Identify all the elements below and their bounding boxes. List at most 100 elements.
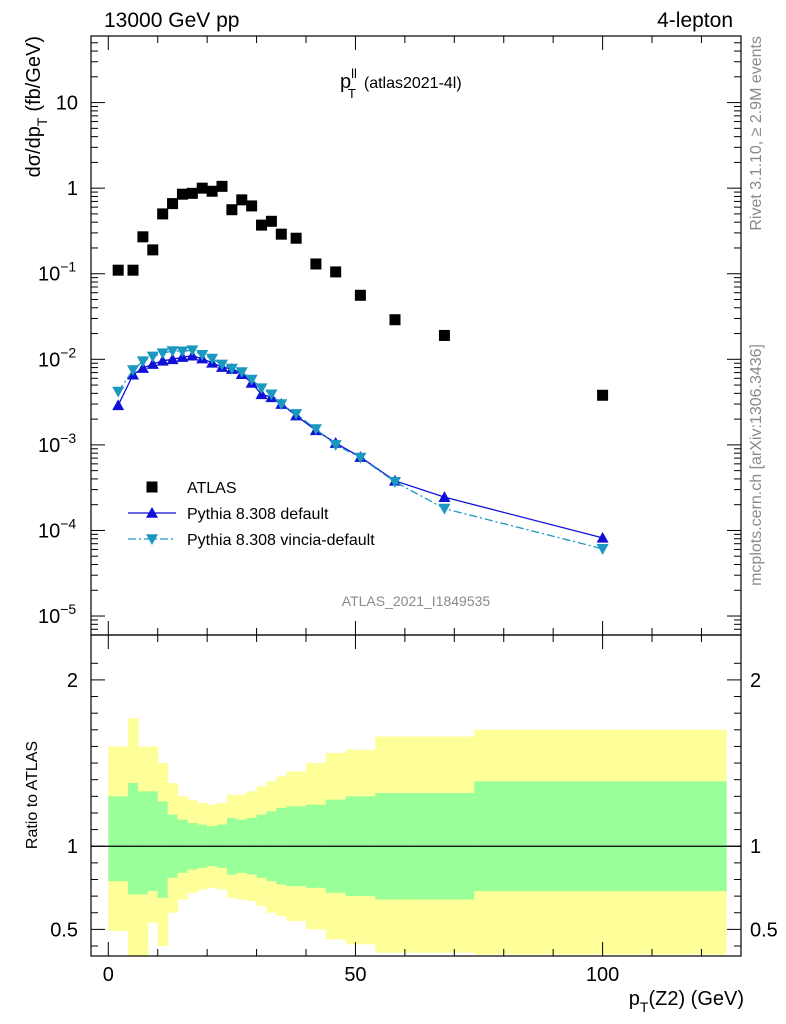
x-tick-label: 0 [103, 964, 114, 986]
ratio-bands [91, 718, 741, 956]
legend-entry: Pythia 8.308 default [128, 506, 329, 523]
x-tick-label: 50 [344, 964, 366, 986]
y-tick-label: 10−1 [38, 259, 76, 286]
data-point [309, 424, 322, 436]
data-point [176, 346, 189, 358]
ratio-panel-frame: 0 50 100 0.5 0.5 1 1 2 2 [50, 634, 778, 986]
y-tick-label: 10−3 [38, 430, 76, 457]
main-panel-frame: 10 1 10−1 10−2 10−3 10−4 10−5 [38, 35, 742, 636]
plot-title-sub: T [348, 86, 356, 101]
data-point [596, 544, 609, 555]
legend-entry: ATLAS [146, 480, 237, 497]
ratio-y-tick-label-right: 1 [750, 836, 761, 858]
data-point [156, 354, 169, 366]
ratio-y-tick-label: 0.5 [50, 919, 78, 941]
green-band-bin [157, 801, 169, 898]
data-point [196, 349, 209, 361]
y-tick-label: 10 [56, 93, 78, 115]
mcplots-label: mcplots.cern.ch [arXiv:1306.3436] [748, 344, 765, 586]
series-2 [112, 345, 609, 555]
main-y-label-sub: T [34, 117, 50, 126]
data-point [136, 362, 149, 373]
data-point [112, 264, 124, 276]
data-point [166, 353, 179, 365]
data-point [275, 399, 288, 411]
green-band-bin [474, 781, 727, 892]
legend-label: Pythia 8.308 vincia-default [187, 532, 375, 549]
data-point [166, 346, 179, 358]
ratio-y-tick-label-right: 0.5 [750, 919, 778, 941]
green-band-bin [128, 783, 139, 895]
y-tick-label: 10−4 [38, 515, 76, 542]
data-point [290, 232, 302, 244]
data-point [275, 228, 287, 240]
x-tick-label: 100 [586, 964, 619, 986]
green-band-bin [108, 796, 129, 882]
ratio-y-tick-label: 2 [67, 670, 78, 692]
legend-marker [146, 534, 158, 545]
legend-marker [146, 507, 158, 518]
data-point [156, 348, 169, 360]
data-point [186, 345, 199, 357]
main-y-axis-title: dσ/dpT (fb/GeV) [23, 36, 50, 177]
analysis-watermark: ATLAS_2021_I1849535 [342, 593, 491, 609]
plot-title: pll T (atlas2021-4l) [340, 66, 462, 101]
data-point [167, 198, 179, 210]
data-point [136, 356, 149, 368]
data-point [389, 314, 401, 326]
plot-title-tail: (atlas2021-4l) [364, 75, 462, 92]
data-point [225, 363, 238, 375]
data-point [215, 359, 228, 371]
data-point [206, 185, 218, 197]
data-point [226, 204, 238, 216]
plot-title-main: p [340, 71, 351, 93]
x-label-tail: (Z2) (GeV) [648, 988, 744, 1010]
y-tick-label: 10−2 [38, 344, 76, 371]
green-band-bin [137, 791, 149, 895]
data-point [265, 215, 277, 227]
data-point [176, 188, 188, 200]
legend: ATLAS Pythia 8.308 default Pythia 8.308 vi… [128, 480, 375, 549]
data-point [157, 208, 169, 220]
data-point [438, 329, 450, 341]
data-point [265, 389, 278, 401]
legend-marker [146, 481, 158, 493]
data-point [137, 231, 149, 243]
data-point [290, 409, 303, 420]
data-point [146, 358, 159, 369]
legend-label: Pythia 8.308 default [187, 506, 329, 523]
data-point [236, 194, 248, 206]
y-tick-label: 10−5 [38, 601, 76, 628]
data-point [196, 182, 208, 194]
data-point [112, 399, 125, 411]
main-y-label-unit: (fb/GeV) [23, 36, 45, 112]
rivet-label: Rivet 3.1.10, ≥ 2.9M events [748, 36, 765, 231]
main-y-label: dσ/dp [23, 126, 45, 177]
data-point [438, 491, 451, 502]
legend-label: ATLAS [187, 480, 237, 497]
data-point [255, 383, 268, 395]
main-series [112, 180, 609, 555]
x-label-sub: T [640, 999, 649, 1015]
data-point [246, 200, 258, 212]
data-point [186, 187, 198, 199]
data-point [329, 440, 342, 451]
data-point [597, 389, 609, 401]
header-left: 13000 GeV pp [104, 9, 239, 32]
ratio-y-tick-label: 1 [67, 836, 78, 858]
data-point [256, 219, 268, 231]
legend-entry: Pythia 8.308 vincia-default [128, 532, 375, 549]
data-point [147, 244, 159, 256]
data-point [206, 353, 219, 365]
series-0 [112, 180, 609, 401]
ratio-panel-border [90, 634, 742, 957]
data-point [354, 289, 366, 301]
ratio-y-axis-title: Ratio to ATLAS [24, 741, 41, 849]
data-point [330, 266, 342, 278]
x-label: p [629, 988, 640, 1010]
data-point [127, 264, 139, 276]
data-point [216, 180, 228, 192]
data-point [112, 386, 125, 398]
data-point [388, 477, 401, 488]
